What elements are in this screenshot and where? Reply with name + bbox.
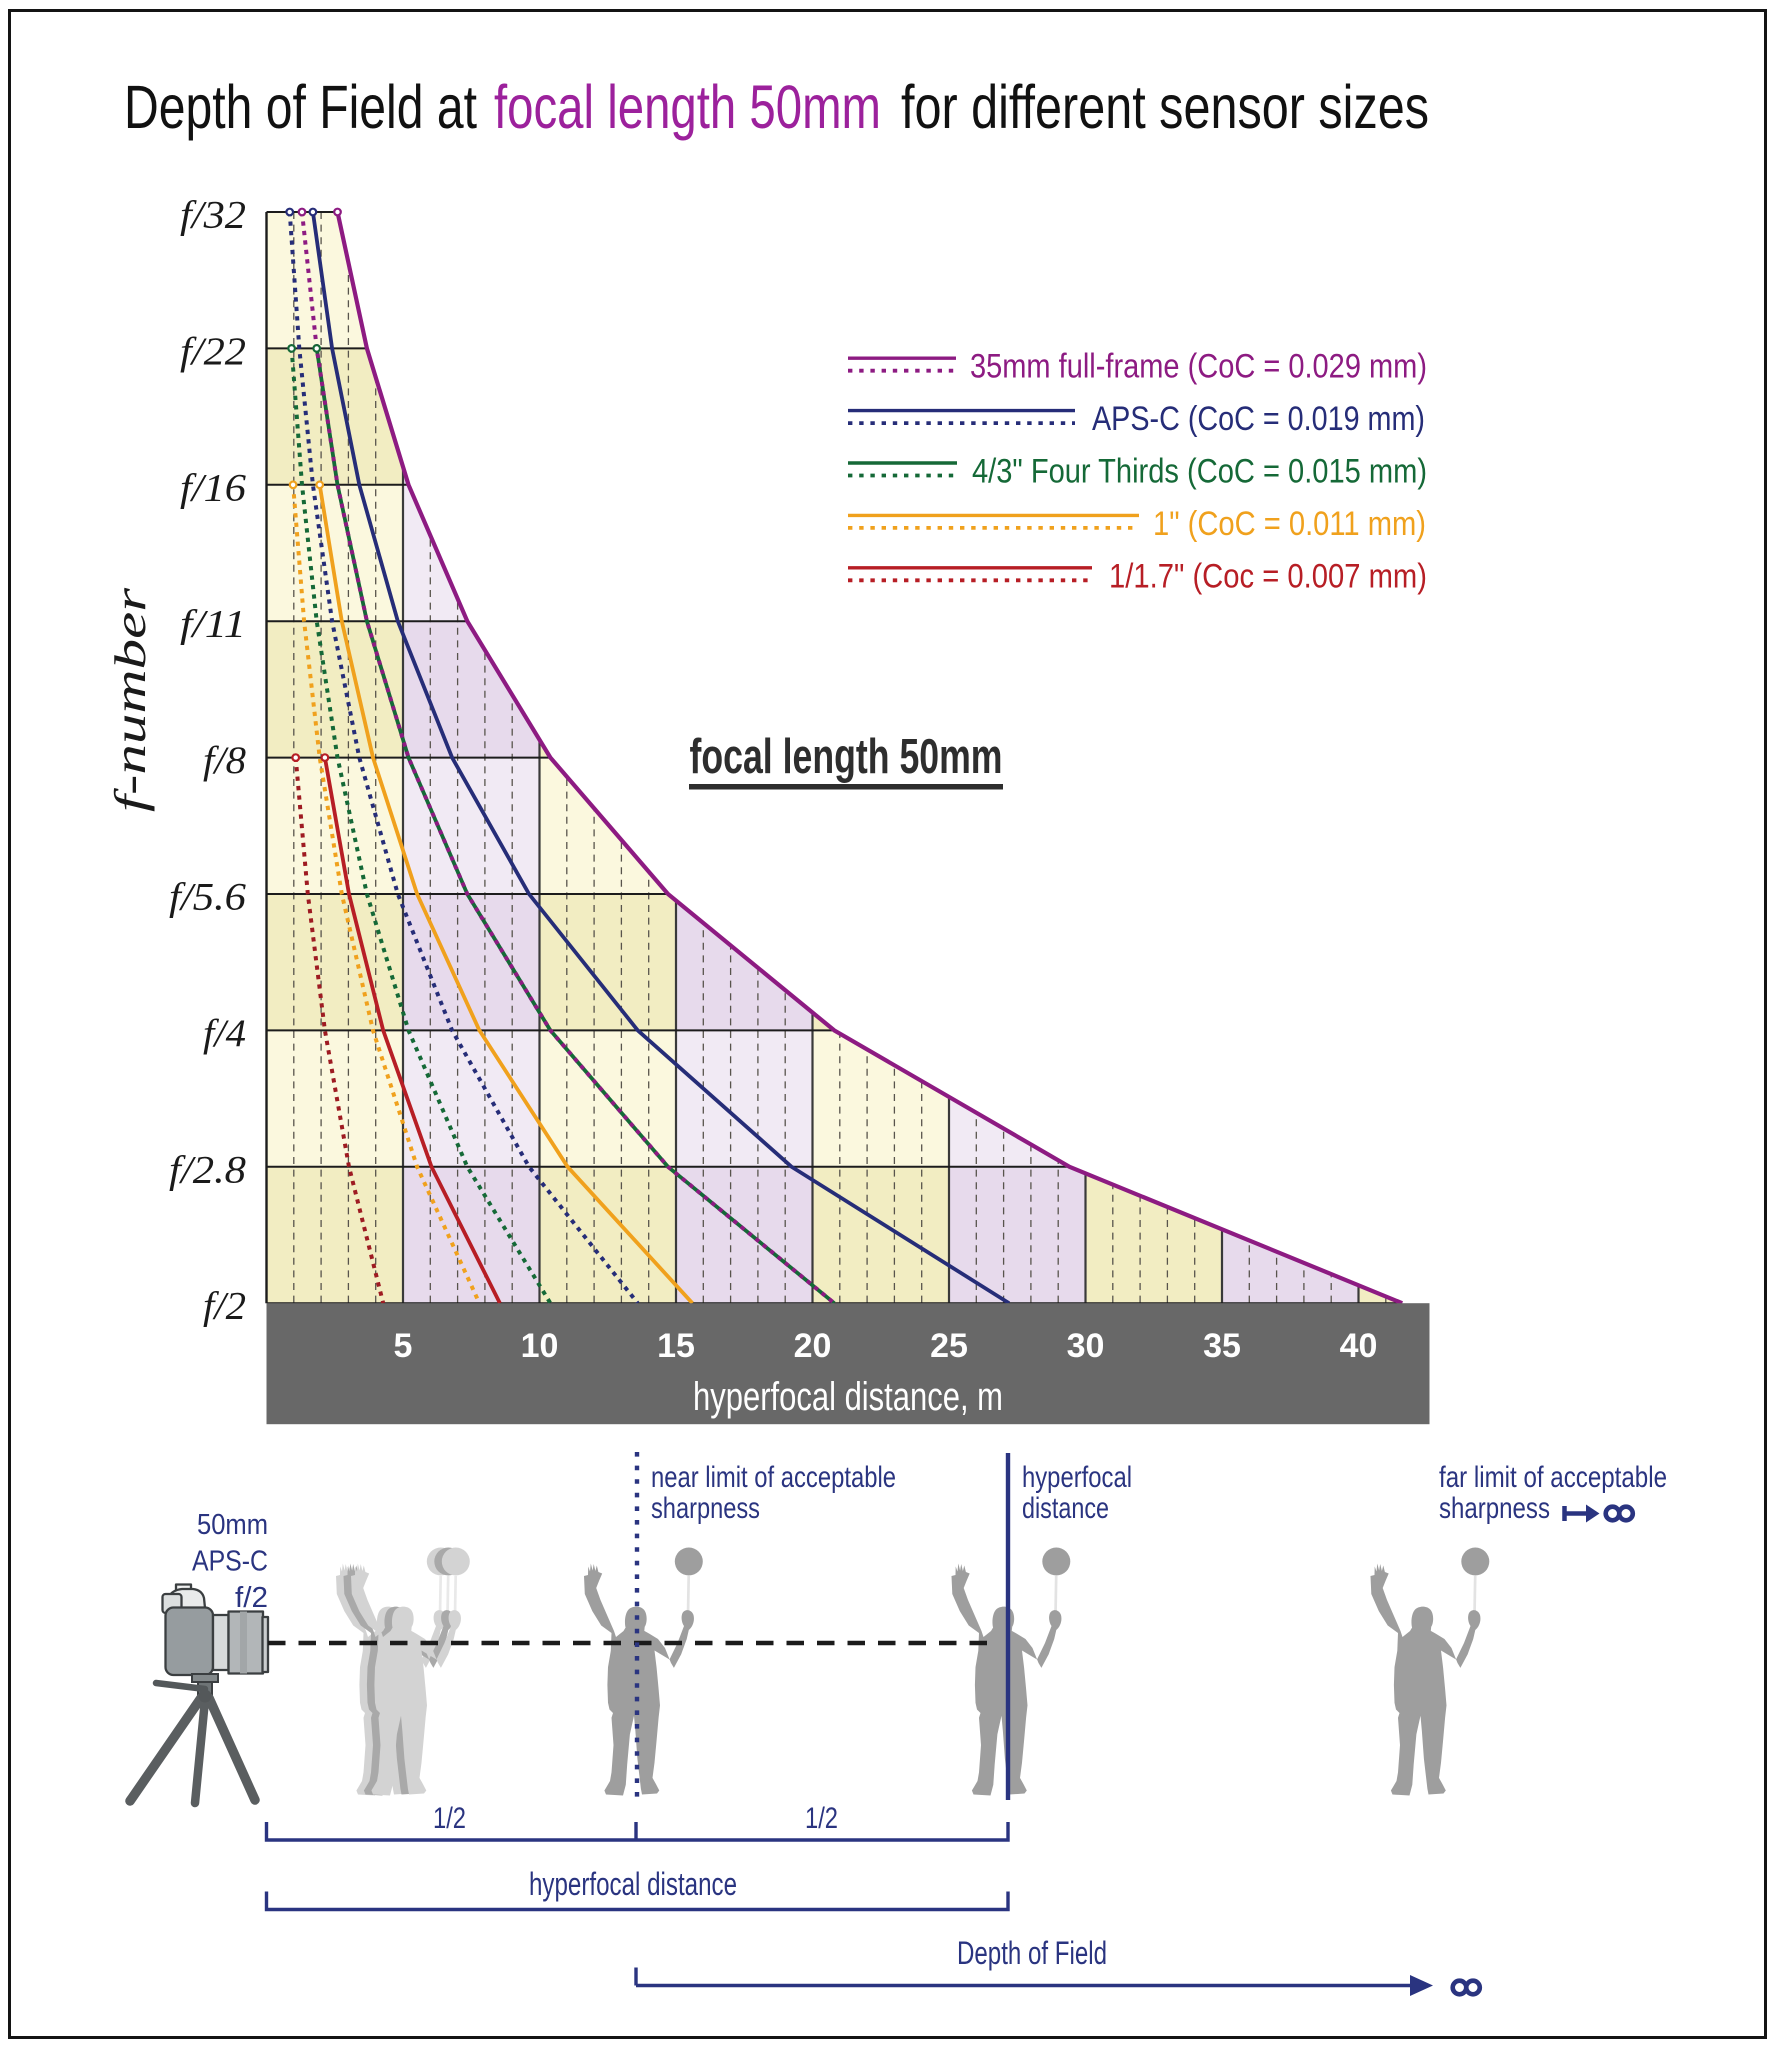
svg-text:far limit of acceptable: far limit of acceptable: [1439, 1461, 1667, 1494]
svg-text:f/2.8: f/2.8: [169, 1148, 247, 1191]
svg-text:sharpness: sharpness: [1439, 1492, 1550, 1525]
svg-text:focal length 50mm: focal length 50mm: [690, 730, 1003, 784]
svg-text:APS-C (CoC = 0.019 mm): APS-C (CoC = 0.019 mm): [1092, 400, 1425, 438]
svg-text:30: 30: [1067, 1327, 1105, 1365]
svg-text:distance: distance: [1022, 1492, 1109, 1525]
svg-text:1/1.7" (Coc = 0.007 mm): 1/1.7" (Coc = 0.007 mm): [1109, 557, 1427, 595]
svg-text:Depth of Field: Depth of Field: [957, 1935, 1107, 1971]
svg-text:f/2: f/2: [235, 1582, 268, 1614]
svg-text:APS-C: APS-C: [192, 1546, 268, 1578]
svg-text:focal length 50mm: focal length 50mm: [494, 73, 881, 141]
svg-text:15: 15: [657, 1327, 695, 1365]
svg-text:f/32: f/32: [180, 194, 246, 237]
svg-text:near limit of acceptable: near limit of acceptable: [651, 1461, 896, 1494]
svg-text:f/5.6: f/5.6: [169, 876, 247, 919]
svg-text:f/16: f/16: [180, 466, 247, 509]
svg-text:1/2: 1/2: [433, 1802, 466, 1835]
svg-text:25: 25: [930, 1327, 968, 1365]
svg-text:hyperfocal distance: hyperfocal distance: [529, 1866, 737, 1902]
svg-text:hyperfocal distance, m: hyperfocal distance, m: [693, 1375, 1003, 1419]
svg-text:f-number: f-number: [106, 587, 155, 812]
svg-text:hyperfocal: hyperfocal: [1022, 1461, 1132, 1494]
svg-text:f/4: f/4: [203, 1012, 246, 1055]
svg-text:sharpness: sharpness: [651, 1492, 760, 1525]
svg-text:1" (CoC = 0.011 mm): 1" (CoC = 0.011 mm): [1153, 505, 1426, 543]
svg-text:20: 20: [794, 1327, 832, 1365]
svg-text:f/22: f/22: [180, 330, 246, 373]
svg-text:35: 35: [1203, 1327, 1241, 1365]
svg-text:50mm: 50mm: [197, 1509, 268, 1541]
svg-text:35mm full-frame (CoC = 0.029 m: 35mm full-frame (CoC = 0.029 mm): [970, 348, 1427, 386]
svg-text:10: 10: [521, 1327, 559, 1365]
svg-text:f/11: f/11: [180, 603, 246, 646]
svg-text:40: 40: [1340, 1327, 1378, 1365]
svg-text:f/8: f/8: [203, 739, 247, 782]
svg-text:1/2: 1/2: [805, 1802, 838, 1835]
svg-text:for different sensor sizes: for different sensor sizes: [901, 73, 1429, 141]
svg-text:f/2: f/2: [203, 1285, 246, 1328]
svg-text:5: 5: [394, 1327, 413, 1365]
svg-text:4/3" Four Thirds (CoC = 0.015: 4/3" Four Thirds (CoC = 0.015 mm): [972, 453, 1427, 491]
svg-text:Depth of Field at: Depth of Field at: [124, 73, 477, 141]
